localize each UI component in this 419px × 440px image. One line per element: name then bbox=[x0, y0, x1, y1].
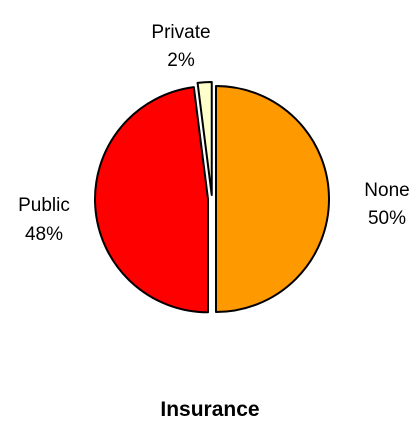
label-private-name: Private bbox=[151, 22, 210, 43]
chart-title: Insurance bbox=[160, 398, 259, 421]
pie-slice-private bbox=[196, 81, 213, 197]
label-none-percent: 50% bbox=[368, 208, 406, 229]
label-none-name: None bbox=[364, 180, 409, 201]
pie-slices bbox=[94, 81, 330, 314]
pie-slice-public bbox=[94, 86, 210, 314]
label-public-percent: 48% bbox=[25, 224, 63, 245]
label-private-percent: 2% bbox=[167, 50, 195, 71]
label-public-name: Public bbox=[18, 195, 70, 216]
pie-slice-none bbox=[215, 85, 330, 313]
